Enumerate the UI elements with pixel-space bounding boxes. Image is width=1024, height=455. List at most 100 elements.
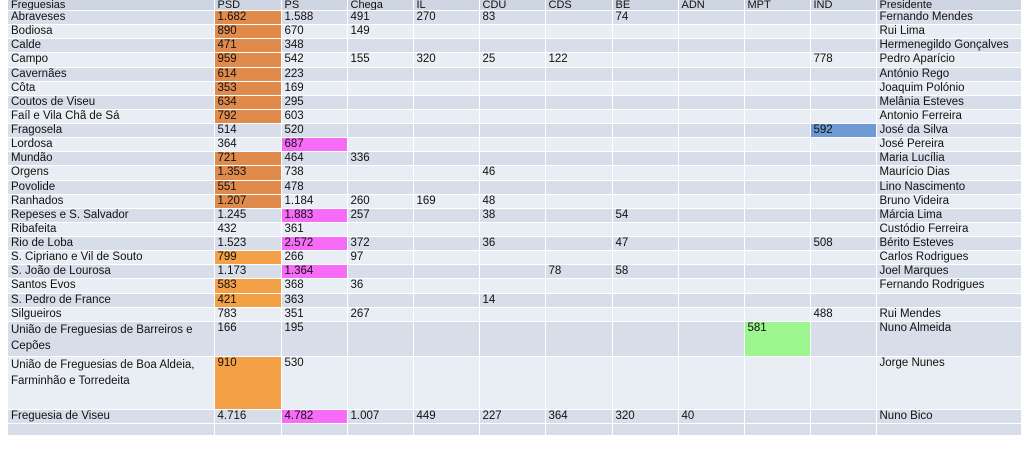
cell-freguesia: Mundão (8, 151, 215, 167)
cell-ps: 670 (281, 24, 348, 40)
cell-chega: 97 (347, 250, 414, 266)
cell-il (413, 24, 480, 40)
cell-freguesia: Santos Evos (8, 278, 215, 294)
cell-adn (678, 278, 745, 294)
cell-il (413, 109, 480, 125)
cell-ps: 542 (281, 52, 348, 68)
cell-adn (678, 95, 745, 110)
cell-presidente: Bruno Videira (876, 194, 1022, 209)
table-row: Silgueiros 783 351 267 488 Rui Mendes (8, 307, 1022, 322)
empty-cell (281, 423, 348, 436)
cell-psd: 353 (214, 81, 282, 96)
cell-cdu (479, 180, 546, 195)
cell-chega (347, 137, 414, 153)
cell-ind: 592 (810, 123, 877, 139)
cell-il (413, 180, 480, 195)
table-row: Repeses e S. Salvador 1.245 1.883 257 38 54 Má… (8, 208, 1022, 223)
cell-be (612, 109, 679, 125)
empty-cell (876, 423, 1022, 436)
cell-be (612, 356, 679, 410)
cell-chega (347, 222, 414, 238)
cell-ps: 1.588 (281, 10, 348, 26)
cell-psd: 1.245 (214, 208, 282, 223)
cell-il: 169 (413, 194, 480, 209)
cell-cds (545, 278, 613, 294)
cell-be (612, 95, 679, 110)
table-row: Ribafeita 432 361 Custódio Ferreira (8, 222, 1022, 238)
cell-cds: 122 (545, 52, 613, 68)
cell-mpt (744, 236, 811, 252)
cell-ind (810, 409, 877, 425)
cell-ps: 1.883 (281, 208, 348, 223)
cell-chega: 336 (347, 151, 414, 167)
cell-psd: 1.353 (214, 165, 282, 181)
cell-chega: 260 (347, 194, 414, 209)
header-row: Freguesias PSD PS Chega IL CDU CDS BE AD… (8, 0, 1022, 11)
empty-cell (8, 423, 215, 436)
cell-freguesia: Povolide (8, 180, 215, 195)
cell-ind (810, 264, 877, 280)
cell-cds (545, 250, 613, 266)
cell-cdu (479, 307, 546, 322)
cell-ind (810, 208, 877, 223)
cell-mpt (744, 81, 811, 96)
header-ps: PS (281, 0, 348, 11)
cell-cds: 78 (545, 264, 613, 280)
cell-cds: 364 (545, 409, 613, 425)
cell-cds (545, 236, 613, 252)
cell-chega (347, 293, 414, 308)
cell-mpt (744, 151, 811, 167)
cell-ind (810, 151, 877, 167)
cell-mpt (744, 222, 811, 238)
cell-adn (678, 165, 745, 181)
cell-cds (545, 137, 613, 153)
cell-freguesia: Orgens (8, 165, 215, 181)
cell-be (612, 222, 679, 238)
cell-chega (347, 264, 414, 280)
empty-cell (479, 423, 546, 436)
cell-ind (810, 24, 877, 40)
cell-psd: 551 (214, 180, 282, 195)
cell-ind (810, 137, 877, 153)
cell-il (413, 165, 480, 181)
cell-be (612, 180, 679, 195)
cell-presidente: Márcia Lima (876, 208, 1022, 223)
cell-be (612, 123, 679, 139)
cell-cds (545, 307, 613, 322)
cell-cds (545, 123, 613, 139)
cell-il (413, 250, 480, 266)
empty-cell (678, 423, 745, 436)
cell-presidente: Pedro Aparício (876, 52, 1022, 68)
cell-cds (545, 95, 613, 110)
cell-chega (347, 356, 414, 410)
cell-ind (810, 81, 877, 96)
cell-freguesia: Silgueiros (8, 307, 215, 322)
cell-cdu (479, 264, 546, 280)
cell-ps: 1.364 (281, 264, 348, 280)
cell-psd: 634 (214, 95, 282, 110)
cell-cdu: 83 (479, 10, 546, 26)
cell-ps: 687 (281, 137, 348, 153)
header-adn: ADN (678, 0, 745, 11)
cell-il (413, 137, 480, 153)
cell-be (612, 250, 679, 266)
cell-freguesia: Côta (8, 81, 215, 96)
cell-freguesia: Calde (8, 38, 215, 54)
cell-cds (545, 10, 613, 26)
cell-mpt (744, 356, 811, 410)
table-row: Lordosa 364 687 José Pereira (8, 137, 1022, 153)
cell-adn (678, 208, 745, 223)
cell-cds (545, 81, 613, 96)
cell-chega: 491 (347, 10, 414, 26)
cell-be (612, 194, 679, 209)
header-ind: IND (810, 0, 877, 11)
cell-ind (810, 321, 877, 357)
cell-ps: 738 (281, 165, 348, 181)
cell-presidente: Carlos Rodrigues (876, 250, 1022, 266)
cell-mpt (744, 194, 811, 209)
cell-chega: 372 (347, 236, 414, 252)
table-row: Campo 959 542 155 320 25 122 778 Pedro Aparício (8, 52, 1022, 68)
empty-cell (545, 423, 613, 436)
cell-mpt (744, 307, 811, 322)
header-be: BE (612, 0, 679, 11)
